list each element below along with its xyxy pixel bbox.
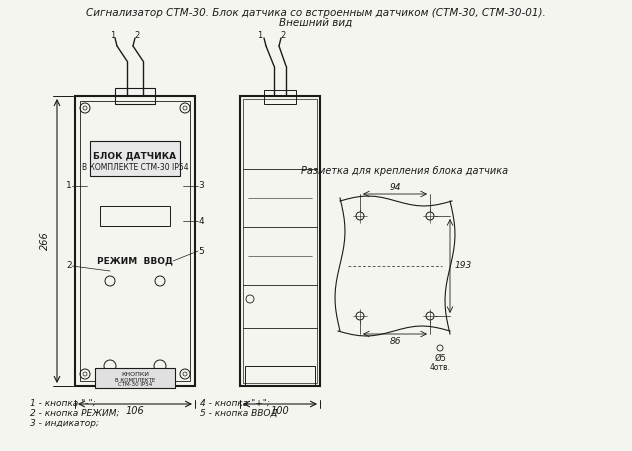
Text: 1: 1: [257, 32, 263, 41]
Text: 193: 193: [454, 262, 471, 271]
Text: БЛОК ДАТЧИКА: БЛОК ДАТЧИКА: [94, 152, 176, 161]
Text: 94: 94: [389, 183, 401, 192]
Text: 2: 2: [135, 32, 140, 41]
Text: 2 - кнопка РЕЖИМ;: 2 - кнопка РЕЖИМ;: [30, 409, 119, 418]
Text: Внешний вид: Внешний вид: [279, 18, 353, 28]
Text: В КОМПЛЕКТЕ: В КОМПЛЕКТЕ: [115, 377, 155, 382]
Text: Сигнализатор СТМ-30. Блок датчика со встроенным датчиком (СТМ-30, СТМ-30-01).: Сигнализатор СТМ-30. Блок датчика со вст…: [86, 8, 546, 18]
Text: 5: 5: [198, 247, 204, 256]
Bar: [245, 366, 315, 386]
Text: 106: 106: [126, 406, 144, 416]
Text: 3 - индикатор;: 3 - индикатор;: [30, 419, 99, 428]
Text: 4 - кнопка "+";: 4 - кнопка "+";: [200, 399, 270, 408]
Bar: [75, 96, 195, 386]
Text: СТМ-30 IP54: СТМ-30 IP54: [118, 382, 152, 387]
Bar: [95, 368, 175, 388]
Text: Ø5: Ø5: [434, 354, 446, 363]
Bar: [100, 206, 170, 226]
Text: 4отв.: 4отв.: [430, 363, 451, 372]
Text: В КОМПЛЕКТЕ СТМ-30 IP54: В КОМПЛЕКТЕ СТМ-30 IP54: [82, 164, 188, 172]
Bar: [90, 141, 180, 176]
Text: 4: 4: [198, 216, 204, 226]
Text: 2: 2: [66, 262, 72, 271]
Text: 1 - кнопка "-";: 1 - кнопка "-";: [30, 399, 95, 408]
Bar: [264, 90, 296, 104]
Text: 5 - кнопка ВВОД: 5 - кнопка ВВОД: [200, 409, 277, 418]
Text: 266: 266: [40, 232, 50, 250]
Text: РЕЖИМ  ВВОД: РЕЖИМ ВВОД: [97, 257, 173, 266]
Text: КНОПКИ: КНОПКИ: [121, 372, 149, 377]
Text: 86: 86: [389, 336, 401, 345]
Text: 3: 3: [198, 181, 204, 190]
Bar: [243, 99, 317, 383]
Bar: [80, 101, 190, 381]
Text: 100: 100: [270, 406, 289, 416]
Text: Разметка для крепления блока датчика: Разметка для крепления блока датчика: [301, 166, 509, 176]
Text: 1: 1: [111, 32, 116, 41]
Text: 2: 2: [281, 32, 286, 41]
Bar: [115, 88, 155, 104]
Bar: [240, 96, 320, 386]
Text: 1: 1: [66, 181, 72, 190]
